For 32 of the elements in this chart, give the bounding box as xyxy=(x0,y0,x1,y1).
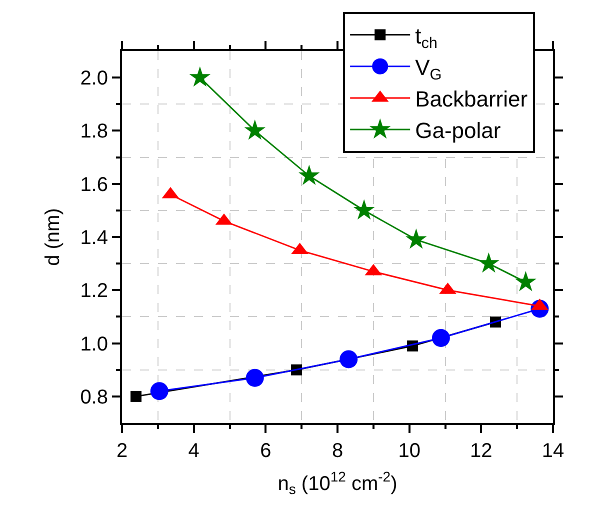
point xyxy=(298,164,320,185)
x-tick-label: 10 xyxy=(398,440,420,462)
x-tick-label: 8 xyxy=(332,440,344,462)
point xyxy=(246,368,264,387)
legend-label: t$_{ch}$ xyxy=(415,23,438,52)
legend-label: Ga-polar xyxy=(415,118,501,144)
y-tick-label: 0.8 xyxy=(80,386,108,408)
y-tick-label: 2.0 xyxy=(80,68,108,90)
point xyxy=(406,228,427,249)
x-tick-label: 14 xyxy=(542,440,564,462)
point xyxy=(189,66,211,87)
point xyxy=(432,328,450,347)
x-axis-title: n$_{s}$ (10$^{12}$ cm$^{-2}$) xyxy=(278,468,398,498)
point xyxy=(478,252,500,273)
point xyxy=(244,120,266,140)
point xyxy=(353,199,375,220)
y-tick-label: 1.6 xyxy=(80,174,108,196)
point xyxy=(150,382,168,400)
y-tick-label: 1.4 xyxy=(80,227,108,249)
y-tick-label: 1.8 xyxy=(80,120,108,143)
y-tick-label: 1.2 xyxy=(80,280,108,302)
x-tick-label: 12 xyxy=(470,440,492,462)
x-tick-label: 6 xyxy=(260,440,272,462)
legend-label: Backbarrier xyxy=(415,86,528,112)
x-tick-label: 4 xyxy=(188,440,200,462)
y-axis-title: d (nm) xyxy=(42,208,64,266)
y-tick-label: 1.0 xyxy=(80,333,108,356)
point xyxy=(340,350,358,368)
x-tick-label: 2 xyxy=(116,440,128,462)
legend-label: V$_{G}$ xyxy=(415,54,442,84)
point xyxy=(515,270,536,292)
point xyxy=(130,390,142,402)
